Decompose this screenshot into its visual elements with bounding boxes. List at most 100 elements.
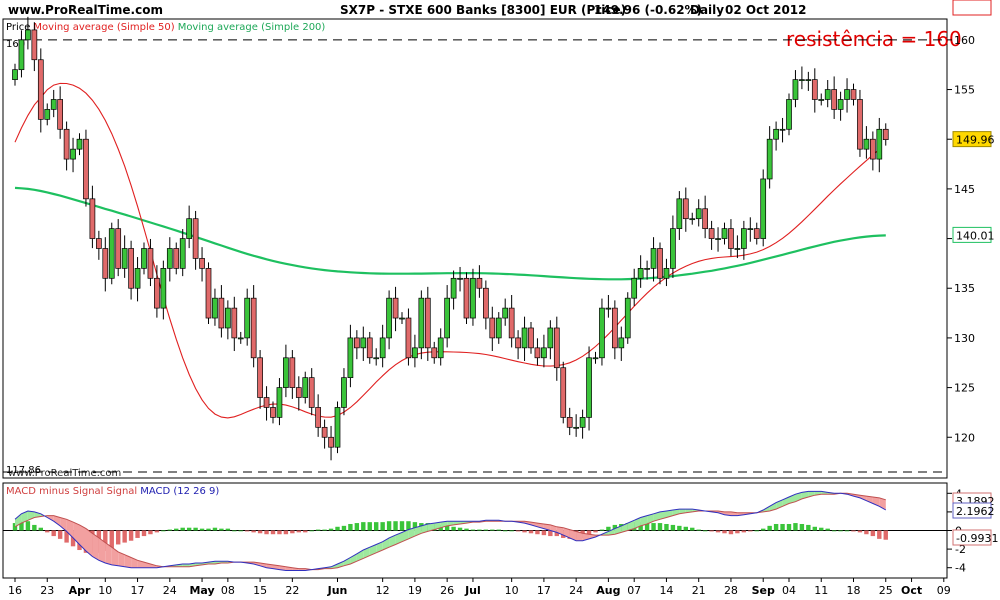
candle: [166, 237, 173, 282]
macd-histogram-bar: [225, 528, 231, 531]
candle: [141, 242, 147, 275]
candle: [257, 350, 263, 409]
candle: [437, 328, 444, 366]
macd-histogram-bar: [515, 530, 521, 532]
macd-signal-fill: [21, 511, 28, 524]
macd-histogram-bar: [683, 526, 688, 531]
x-tick-label: 14: [659, 584, 673, 597]
candle: [508, 294, 515, 348]
candle: [515, 330, 521, 360]
macd-histogram-bar: [831, 530, 837, 532]
x-tick-label: 24: [163, 584, 177, 597]
macd-histogram-bar: [877, 530, 882, 539]
x-tick-label: Jul: [464, 584, 481, 597]
macd-histogram-bar: [412, 522, 418, 531]
macd-histogram-bar: [32, 524, 37, 531]
macd-histogram-bar: [348, 523, 353, 531]
candle: [566, 407, 573, 436]
macd-histogram-bar: [38, 527, 43, 531]
candle: [676, 191, 683, 240]
macd-histogram-bar: [715, 530, 721, 533]
macd-histogram-bar: [496, 529, 501, 531]
candle: [95, 230, 102, 260]
candle: [760, 169, 767, 247]
macd-signal-fill: [576, 531, 583, 541]
candle: [708, 220, 715, 250]
candle: [302, 371, 309, 404]
candle: [321, 419, 328, 449]
macd-signal-fill: [369, 544, 377, 556]
candle: [160, 260, 167, 320]
candle: [657, 242, 663, 285]
candle: [328, 425, 334, 461]
macd-histogram-bar: [296, 530, 301, 533]
x-tick-label: Oct: [901, 584, 922, 597]
candle: [721, 222, 728, 245]
candle: [70, 137, 76, 173]
macd-histogram-bar: [457, 527, 463, 531]
candle: [663, 258, 670, 287]
macd-histogram-bar: [264, 530, 269, 535]
macd-signal-fill: [408, 527, 415, 539]
candle: [863, 126, 870, 159]
macd-histogram-bar: [238, 530, 243, 532]
x-tick-label: 10: [98, 584, 112, 597]
price-tick-label: 155: [954, 84, 975, 97]
macd-histogram-bar: [393, 521, 398, 531]
macd-histogram-bar: [406, 521, 411, 531]
candle: [12, 63, 18, 86]
macd-histogram-bar: [754, 530, 759, 532]
candle: [212, 288, 218, 326]
ma200-last-label-box: [952, 226, 992, 243]
macd-histogram-bar: [193, 527, 198, 531]
x-tick-label: 22: [285, 584, 299, 597]
candle: [63, 121, 70, 171]
candle: [773, 121, 779, 151]
candle: [476, 265, 483, 298]
candle: [115, 219, 122, 277]
macd-histogram-bar: [386, 521, 392, 531]
x-tick-label: 21: [692, 584, 706, 597]
macd-histogram-bar: [206, 528, 211, 531]
candle: [218, 285, 225, 338]
macd-signal-fill: [421, 524, 428, 534]
macd-histogram-bar: [806, 524, 811, 531]
candle: [740, 220, 747, 260]
x-tick-label: 08: [221, 584, 235, 597]
macd-histogram-bar: [825, 528, 830, 531]
candle: [728, 219, 734, 257]
site-name[interactable]: www.ProRealTime.com: [8, 3, 163, 17]
x-tick-label: 24: [569, 584, 583, 597]
macd-histogram-bar: [541, 530, 547, 536]
macd-histogram-bar: [116, 530, 121, 545]
macd-signal-fill: [860, 495, 867, 501]
macd-tick-label: -2: [955, 543, 966, 556]
ma200-last-label: 140.01: [956, 229, 995, 242]
macd-histogram-bar: [554, 530, 559, 537]
ma50-last-label-box: [952, 0, 992, 16]
macd-histogram-bar: [245, 530, 250, 532]
candle: [844, 78, 850, 113]
candle: [682, 187, 689, 232]
candle: [424, 286, 431, 361]
macd-histogram-bar: [103, 530, 108, 551]
last-price-label: 149.96: [956, 134, 995, 147]
macd-signal-fill: [144, 562, 151, 568]
macd-histogram-bar: [593, 530, 598, 533]
candle: [560, 361, 567, 424]
macd-signal-fill: [53, 515, 61, 526]
macd-signal-fill: [634, 517, 641, 529]
macd-histogram-bar: [870, 530, 876, 537]
candle: [76, 133, 83, 156]
candle: [869, 131, 876, 171]
candle: [528, 322, 534, 354]
x-tick-label: 11: [814, 584, 828, 597]
candle: [483, 280, 489, 330]
candle: [347, 324, 354, 388]
x-tick-label: 23: [40, 584, 54, 597]
ma200-line: [14, 186, 886, 281]
price-panel-legend: Price Moving average (Simple 50) Moving av…: [6, 22, 325, 33]
hist-last-label-box: [952, 529, 992, 546]
candle: [599, 298, 605, 366]
